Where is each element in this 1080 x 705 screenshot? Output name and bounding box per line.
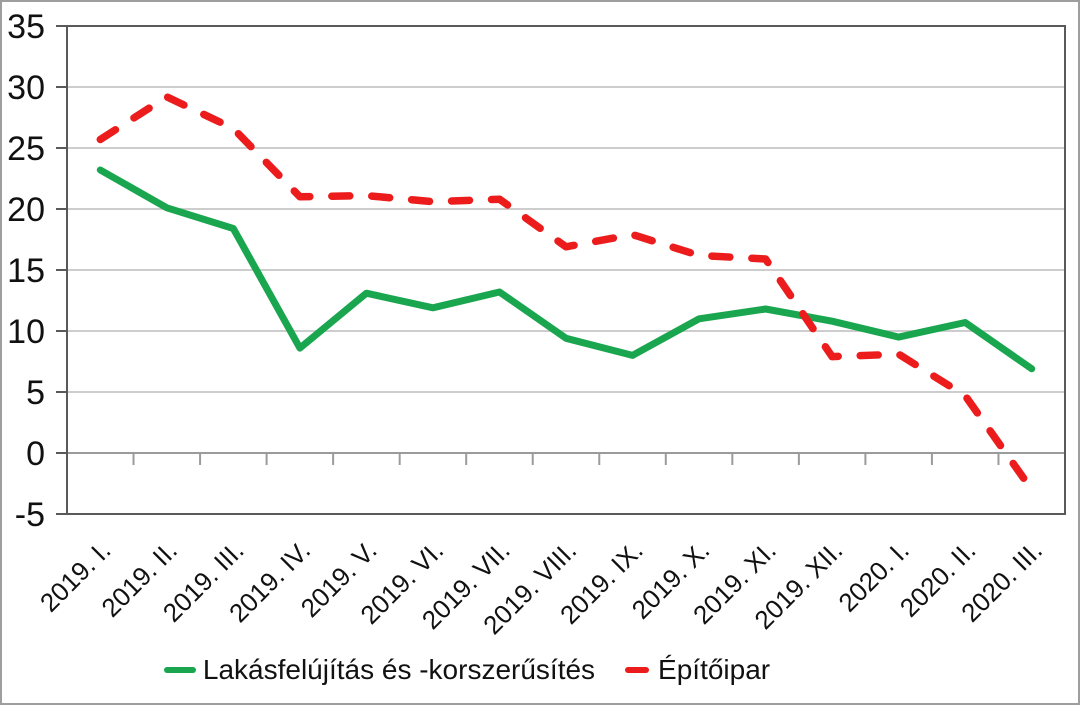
y-tick-label: 5 — [26, 374, 45, 412]
legend-item-renovation: Lakásfelújítás és -korszerűsítés — [163, 654, 596, 686]
legend: Lakásfelújítás és -korszerűsítés Építőip… — [2, 648, 932, 692]
y-tick-label: 15 — [7, 252, 45, 290]
legend-swatch-construction-line — [625, 667, 650, 673]
y-tick-label: 10 — [7, 313, 45, 351]
y-tick-label: 35 — [7, 8, 45, 46]
legend-item-construction: Építőipar — [625, 654, 770, 686]
series-line-construction — [96, 93, 1036, 494]
y-tick-label: 30 — [7, 69, 45, 107]
series-line-renovation — [96, 166, 1036, 373]
y-tick-label: -5 — [15, 496, 45, 534]
legend-label-renovation: Lakásfelújítás és -korszerűsítés — [202, 654, 596, 685]
legend-swatch-renovation-line — [163, 667, 196, 673]
y-tick-label: 20 — [7, 191, 45, 229]
y-tick-label: 25 — [7, 130, 45, 168]
legend-label-construction: Építőipar — [658, 654, 771, 685]
y-tick-label: 0 — [26, 435, 45, 473]
